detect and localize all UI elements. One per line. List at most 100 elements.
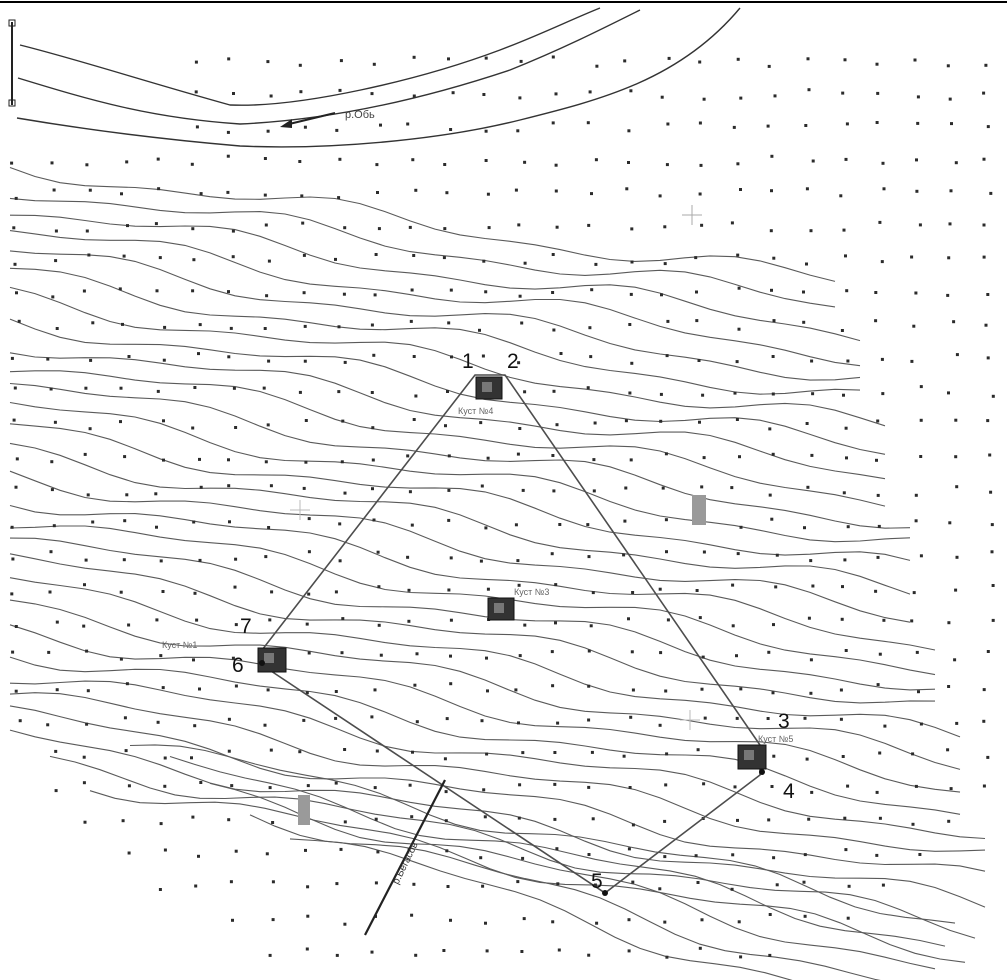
- survey-dot: [154, 222, 158, 226]
- contour-line: [9, 230, 861, 367]
- survey-dot: [554, 189, 558, 193]
- survey-dot: [191, 426, 195, 430]
- survey-dot: [875, 62, 879, 66]
- survey-dot: [881, 392, 885, 396]
- survey-dot: [842, 491, 846, 495]
- contour-line: [9, 692, 986, 852]
- survey-dot: [695, 589, 699, 592]
- survey-dot: [231, 229, 235, 233]
- survey-dot: [807, 817, 811, 821]
- survey-dot: [304, 848, 307, 852]
- survey-dot: [518, 654, 522, 658]
- survey-dot: [772, 623, 775, 627]
- survey-dot: [484, 159, 488, 162]
- survey-dot: [731, 853, 735, 857]
- survey-dot: [699, 163, 703, 167]
- survey-dot: [163, 848, 167, 852]
- survey-dot: [302, 253, 306, 257]
- survey-dot: [982, 157, 986, 161]
- survey-dot: [520, 321, 524, 325]
- survey-dot: [911, 822, 915, 826]
- survey-dot: [156, 157, 160, 161]
- survey-dot: [444, 790, 448, 794]
- survey-dot: [15, 291, 18, 295]
- survey-dot: [878, 816, 882, 820]
- survey-dot: [770, 189, 773, 193]
- survey-dot: [845, 456, 848, 460]
- survey-dot: [556, 882, 560, 886]
- survey-dot: [630, 650, 634, 654]
- survey-dot: [265, 852, 269, 856]
- survey-dot: [227, 355, 231, 359]
- survey-dot: [334, 781, 338, 785]
- survey-dot: [334, 716, 338, 720]
- survey-dot: [449, 128, 453, 131]
- survey-dot: [450, 355, 453, 359]
- survey-dot: [301, 221, 305, 225]
- survey-dot: [415, 652, 419, 656]
- survey-dot: [766, 717, 770, 720]
- survey-dot: [806, 485, 810, 489]
- survey-dot: [664, 783, 668, 787]
- survey-dot: [587, 223, 591, 227]
- survey-dot: [127, 355, 131, 358]
- survey-dot: [298, 390, 302, 394]
- survey-dot: [373, 786, 377, 790]
- survey-dot: [119, 590, 123, 594]
- survey-dot: [551, 55, 555, 59]
- survey-dot: [119, 386, 123, 390]
- faint-markings: [290, 205, 706, 825]
- survey-dot: [126, 224, 129, 228]
- survey-dot: [844, 254, 847, 258]
- survey-dot: [267, 526, 271, 529]
- well-pad-3: Куст №1: [162, 640, 287, 673]
- survey-dot: [85, 649, 89, 653]
- survey-dot: [844, 848, 848, 852]
- survey-dot: [875, 458, 878, 462]
- survey-dot: [737, 920, 741, 924]
- survey-dot: [878, 220, 882, 224]
- survey-dot: [84, 386, 88, 390]
- survey-dot: [552, 328, 556, 332]
- survey-dot: [298, 750, 302, 754]
- survey-dot: [698, 192, 702, 196]
- survey-dot: [912, 324, 916, 328]
- vertex-label-7: 7: [240, 615, 252, 638]
- survey-dot: [263, 723, 267, 727]
- survey-dot: [947, 621, 951, 625]
- survey-dot: [955, 721, 959, 725]
- survey-dot: [767, 818, 771, 822]
- survey-dot: [840, 617, 844, 621]
- survey-dot: [624, 486, 628, 490]
- survey-dot: [229, 880, 233, 884]
- survey-dot: [194, 60, 198, 64]
- survey-dot: [263, 193, 267, 197]
- survey-dot: [46, 357, 50, 361]
- survey-dot: [193, 724, 197, 728]
- survey-dot: [627, 918, 631, 922]
- survey-dot: [122, 254, 126, 258]
- survey-dot: [875, 121, 879, 124]
- contour-line: [9, 214, 861, 342]
- well-pad-2: Куст №3: [487, 587, 549, 621]
- survey-dot: [449, 618, 453, 622]
- survey-dot: [658, 723, 662, 727]
- survey-dot: [227, 290, 230, 294]
- survey-dot: [663, 855, 667, 859]
- survey-dot: [770, 785, 774, 788]
- survey-dot: [268, 953, 272, 957]
- survey-dot: [227, 484, 231, 488]
- contour-line: [89, 790, 966, 963]
- survey-dot: [482, 259, 486, 263]
- contour-line: [9, 286, 886, 427]
- survey-dot: [919, 722, 923, 726]
- survey-dot: [839, 717, 843, 721]
- survey-dot: [123, 519, 127, 523]
- survey-dot: [337, 390, 341, 394]
- survey-dot: [664, 518, 668, 522]
- survey-dot: [874, 291, 878, 294]
- survey-dot: [449, 556, 453, 560]
- survey-dot: [631, 591, 635, 594]
- survey-dot: [630, 227, 634, 231]
- survey-dot: [770, 517, 774, 521]
